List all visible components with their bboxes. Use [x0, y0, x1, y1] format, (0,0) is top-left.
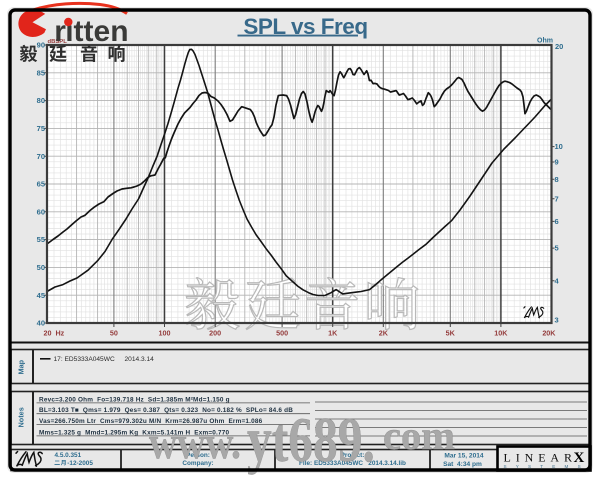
- svg-text:yt689.: yt689.: [247, 405, 375, 475]
- svg-text:Revc=3.200 Ohm Fo=139.718 Hz: Revc=3.200 Ohm Fo=139.718 Hz Sd=1.385m M…: [39, 396, 230, 403]
- svg-text:70: 70: [37, 152, 45, 161]
- svg-text:9: 9: [555, 158, 559, 167]
- svg-text:Company:: Company:: [182, 460, 213, 467]
- svg-text:75: 75: [37, 124, 45, 133]
- svg-text:BL=3.103 T■ Qms= 1.979 Qes=: BL=3.103 T■ Qms= 1.979 Qes= 0.387 Qts= 0…: [39, 407, 293, 414]
- svg-text:-12-2005: -12-2005: [67, 460, 93, 467]
- svg-text:20: 20: [555, 42, 563, 51]
- svg-text:45: 45: [37, 291, 45, 300]
- svg-text:1K: 1K: [328, 329, 338, 338]
- svg-text:File: ED5333A045WC 2014.3.14: File: ED5333A045WC 2014.3.14.lib: [299, 460, 406, 467]
- svg-text:4.5.0.351: 4.5.0.351: [55, 452, 82, 459]
- svg-text:20 Hz: 20 Hz: [44, 329, 65, 338]
- svg-text:90: 90: [37, 41, 45, 50]
- svg-text:www.: www.: [149, 418, 241, 469]
- svg-text:100: 100: [159, 329, 171, 338]
- svg-text:40: 40: [37, 319, 45, 328]
- svg-text:Ohm: Ohm: [537, 38, 553, 45]
- svg-text:500: 500: [276, 329, 288, 338]
- svg-text:50: 50: [37, 263, 45, 272]
- svg-text:3: 3: [555, 316, 559, 325]
- svg-text:60: 60: [37, 207, 45, 216]
- svg-text:8: 8: [555, 175, 559, 184]
- svg-text:85: 85: [37, 68, 45, 77]
- svg-text:r: r: [54, 15, 66, 48]
- svg-text:com: com: [383, 413, 455, 458]
- svg-text:dBSPL: dBSPL: [48, 39, 68, 45]
- svg-text:80: 80: [37, 96, 45, 105]
- svg-text:20K: 20K: [542, 329, 556, 338]
- svg-text:Person:: Person:: [186, 452, 210, 459]
- svg-text:10: 10: [555, 142, 563, 151]
- svg-text:Vas=266.750m Ltr Cms=979.302u: Vas=266.750m Ltr Cms=979.302u M/N Krm=26…: [39, 418, 263, 425]
- svg-text:Sat 4:34 pm: Sat 4:34 pm: [443, 461, 482, 468]
- svg-text:SYSTEMS: SYSTEMS: [504, 464, 590, 469]
- svg-text:6: 6: [555, 217, 559, 226]
- svg-text:5: 5: [555, 244, 559, 253]
- svg-text:10K: 10K: [494, 329, 508, 338]
- svg-text:Map: Map: [17, 359, 26, 374]
- svg-text:55: 55: [37, 235, 45, 244]
- svg-text:ıtten: ıtten: [65, 15, 128, 48]
- svg-text:Mms=1.325 g Mmd=1.295m Kg Kx: Mms=1.325 g Mmd=1.295m Kg Kxm=5.141m H E…: [39, 429, 230, 436]
- svg-text:5K: 5K: [446, 329, 456, 338]
- svg-text:Mar 15, 2014: Mar 15, 2014: [444, 453, 484, 460]
- svg-text:2K: 2K: [379, 329, 389, 338]
- svg-text:X: X: [574, 450, 585, 466]
- svg-text:65: 65: [37, 180, 45, 189]
- svg-text:17: ED5333A045WC: 17: ED5333A045WC: [54, 356, 115, 363]
- svg-text:7: 7: [555, 194, 559, 203]
- svg-text:LINEAR: LINEAR: [504, 451, 577, 465]
- svg-text:4: 4: [555, 276, 560, 285]
- svg-text:200: 200: [209, 329, 221, 338]
- svg-text:2014.3.14: 2014.3.14: [125, 356, 155, 363]
- svg-text:50: 50: [110, 329, 118, 338]
- svg-text:Notes: Notes: [17, 407, 26, 427]
- svg-text:Project:: Project:: [341, 452, 365, 459]
